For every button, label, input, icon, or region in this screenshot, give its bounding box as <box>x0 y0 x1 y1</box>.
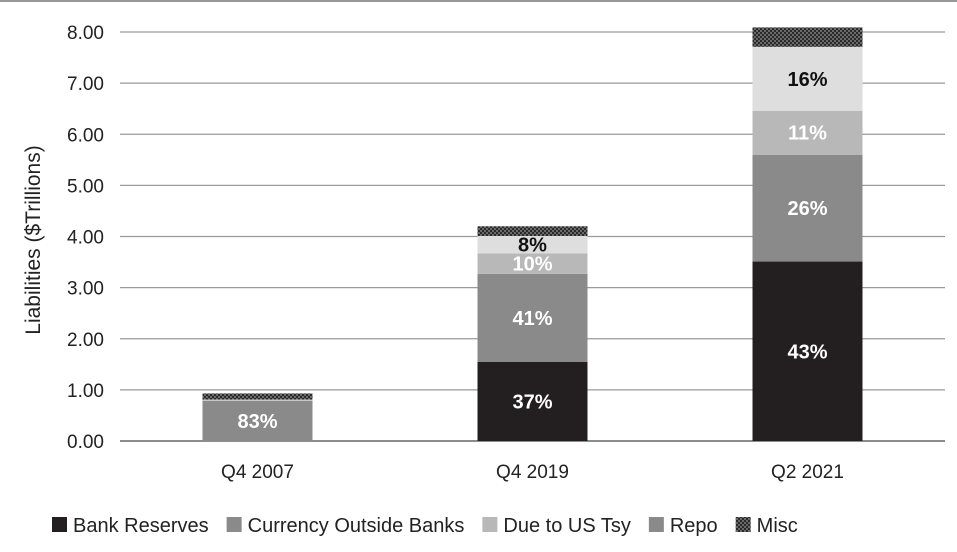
data-label: 11% <box>788 123 827 145</box>
legend-item: Bank Reserves <box>52 515 209 537</box>
x-tick-label: Q2 2021 <box>771 462 844 483</box>
x-axis-tick-labels: Q4 2007 Q4 2019 Q2 2021 <box>221 462 844 483</box>
legend-label: Misc <box>757 515 798 537</box>
data-label: 83% <box>237 411 277 433</box>
data-label: 16% <box>787 69 827 91</box>
legend-swatch <box>52 517 67 532</box>
bar-segment <box>752 154 863 262</box>
y-axis-title: Liabilities ($Trillions) <box>22 145 45 334</box>
bars: 83% 37% 41% 10%8% 43% 26% 11% 16% <box>202 27 863 441</box>
legend-swatch <box>482 517 498 532</box>
legend-label: Currency Outside Banks <box>248 515 465 537</box>
bar-segment <box>477 235 588 254</box>
legend: Bank Reserves Currency Outside Banks Due t… <box>52 515 798 537</box>
y-tick-label: 0.00 <box>67 432 104 453</box>
x-tick-label: Q4 2019 <box>496 462 569 483</box>
x-tick-label: Q4 2007 <box>221 462 294 483</box>
legend-label: Due to US Tsy <box>503 515 630 537</box>
y-tick-label: 6.00 <box>67 125 104 146</box>
y-tick-label: 8.00 <box>67 23 104 44</box>
data-label: 41% <box>512 308 552 330</box>
bar-segment <box>752 261 863 441</box>
data-label: 10% <box>512 254 552 276</box>
legend-label: Bank Reserves <box>73 515 209 537</box>
bar-segment <box>477 253 588 274</box>
bar-segment <box>477 361 588 441</box>
data-label: 26% <box>787 198 827 220</box>
bar-segment <box>202 393 313 400</box>
y-tick-label: 4.00 <box>67 228 104 249</box>
data-label: 43% <box>787 341 827 363</box>
legend-swatch <box>735 517 751 532</box>
y-tick-label: 1.00 <box>67 381 104 402</box>
y-tick-label: 7.00 <box>67 74 104 95</box>
data-label: 37% <box>512 391 552 413</box>
y-axis-tick-labels: 0.00 1.00 2.00 3.00 4.00 5.00 6.00 7.00 8.00 <box>67 23 104 453</box>
legend-swatch <box>648 517 664 532</box>
legend-label: Repo <box>670 515 718 537</box>
bar-segment <box>202 399 313 401</box>
legend-item: Due to US Tsy <box>482 515 631 537</box>
y-tick-label: 2.00 <box>67 330 104 351</box>
bar-segment <box>752 110 863 155</box>
y-tick-label: 3.00 <box>67 279 104 300</box>
legend-swatch <box>226 517 242 532</box>
bar-segment <box>477 273 588 362</box>
bar-segment <box>752 27 863 47</box>
legend-item: Repo <box>648 515 718 537</box>
bar-segment <box>752 46 863 111</box>
bar-segment <box>477 226 588 236</box>
legend-item: Misc <box>735 515 798 537</box>
y-tick-label: 5.00 <box>67 176 104 197</box>
bar-segment <box>202 400 313 441</box>
legend-item: Currency Outside Banks <box>226 515 465 537</box>
data-label: 8% <box>518 235 547 257</box>
